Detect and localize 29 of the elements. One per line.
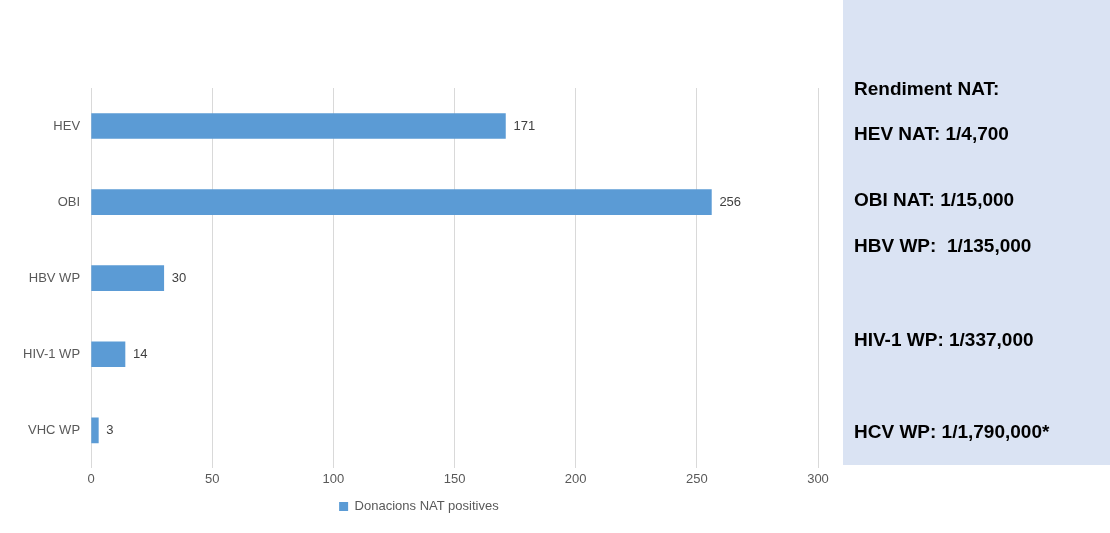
- data-label: 30: [171, 269, 187, 285]
- y-tick-label: HBV WP: [28, 269, 81, 285]
- x-tick-label: 0: [87, 470, 95, 486]
- text: OBI NAT: 1/15,000: [854, 189, 1015, 211]
- bar: [91, 265, 165, 292]
- bar: [91, 341, 126, 368]
- bar: [91, 113, 506, 139]
- x-tick-label: 200: [564, 470, 587, 486]
- x-tick-label: 100: [322, 470, 345, 486]
- data-label: 171: [513, 117, 536, 133]
- y-tick-label: HIV-1 WP: [22, 345, 81, 361]
- data-label: 14: [132, 345, 148, 361]
- text: HBV WP: 1/135,000: [854, 235, 1032, 257]
- legend-label: Donacions NAT positives: [354, 498, 500, 514]
- x-tick-label: 300: [807, 470, 829, 486]
- text: Rendiment NAT:: [854, 78, 1000, 100]
- data-label: 3: [106, 421, 114, 437]
- y-tick-label: OBI: [57, 193, 81, 209]
- y-tick-label: HEV: [53, 117, 81, 133]
- data-label: 256: [719, 193, 742, 209]
- text: HCV WP: 1/1,790,000*: [854, 421, 1050, 443]
- x-tick-label: 250: [685, 470, 708, 486]
- text: HIV-1 WP: 1/337,000: [854, 329, 1034, 351]
- y-tick-label: VHC WP: [28, 421, 81, 437]
- bar: [91, 417, 99, 444]
- x-tick-label: 50: [204, 470, 220, 486]
- x-tick-label: 150: [443, 470, 466, 486]
- text: HEV NAT: 1/4,700: [854, 123, 1009, 145]
- bar: [91, 189, 712, 215]
